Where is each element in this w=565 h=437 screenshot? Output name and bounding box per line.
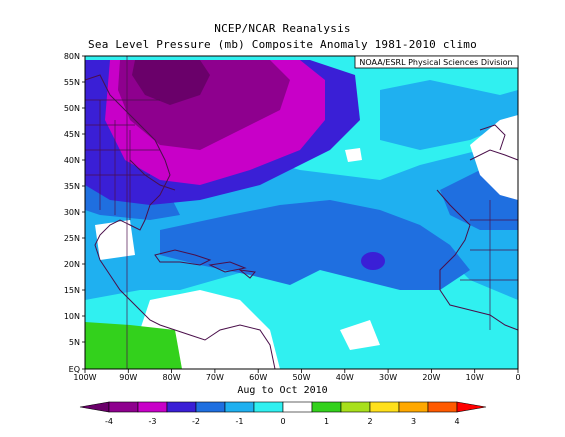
- colorbar-cell: [195, 401, 226, 413]
- colorbar-cell: [456, 401, 487, 413]
- lon-tick-label: 90W: [119, 373, 137, 382]
- lat-tick-label: 45N: [64, 130, 80, 139]
- anomaly-region: [132, 60, 210, 105]
- lon-tick-label: 20W: [422, 373, 440, 382]
- colorbar-cell: [282, 401, 313, 413]
- longitude-axis: 100W 90W 80W 70W 60W 50W 40W 30W 20W 10W 0: [73, 369, 521, 382]
- anomaly-region: [85, 322, 182, 369]
- anomaly-region: [361, 252, 385, 270]
- colorbar-tick-label: -4: [105, 417, 113, 426]
- lon-tick-label: 10W: [466, 373, 484, 382]
- colorbar-tick-label: 1: [324, 417, 329, 426]
- map-title: NCEP/NCAR Reanalysis: [214, 22, 351, 35]
- lat-tick-label: 10N: [64, 312, 80, 321]
- lat-tick-label: 40N: [64, 156, 80, 165]
- colorbar-cell: [108, 401, 139, 413]
- colorbar-tick-label: -3: [149, 417, 157, 426]
- colorbar-cell: [427, 401, 458, 413]
- lat-tick-label: EQ: [69, 365, 80, 374]
- colorbar-cell: [166, 401, 197, 413]
- political-borders: [85, 56, 518, 369]
- credit-label: NOAA/ESRL Physical Sciences Division: [359, 58, 512, 67]
- lat-tick-label: 55N: [64, 78, 80, 87]
- colorbar-cell: [224, 401, 255, 413]
- lon-tick-label: 100W: [73, 373, 96, 382]
- colorbar-cell: [253, 401, 284, 413]
- anomaly-region: [340, 320, 380, 350]
- lat-tick-label: 80N: [64, 52, 80, 61]
- lon-tick-label: 70W: [206, 373, 224, 382]
- lon-tick-label: 50W: [292, 373, 310, 382]
- lon-tick-label: 30W: [379, 373, 397, 382]
- anomaly-region: [380, 80, 518, 150]
- lat-tick-label: 20N: [64, 260, 80, 269]
- anomaly-region: [160, 200, 470, 290]
- colorbar-tick-label: -2: [192, 417, 200, 426]
- lat-tick-label: 35N: [64, 182, 80, 191]
- colorbar-cell: [340, 401, 371, 413]
- period-label: Aug to Oct 2010: [237, 385, 328, 396]
- colorbar-cell: [79, 401, 110, 413]
- anomaly-region: [470, 115, 518, 200]
- colorbar-cell: [137, 401, 168, 413]
- colorbar-tick-label: 0: [280, 417, 285, 426]
- credit-box: [354, 55, 519, 69]
- latitude-axis: 80N 55N 50N 45N 40N 35N 30N 25N 20N 15N 10N 5N EQ: [64, 52, 85, 374]
- colorbar-tick-label: 2: [367, 417, 372, 426]
- lon-tick-label: 60W: [249, 373, 267, 382]
- coastlines: [84, 74, 519, 370]
- lat-tick-label: 5N: [69, 338, 80, 347]
- colorbar-tick-label: 4: [454, 417, 459, 426]
- lat-tick-label: 25N: [64, 234, 80, 243]
- anomaly-region: [345, 148, 362, 162]
- lon-tick-label: 80W: [163, 373, 181, 382]
- lon-tick-label: 40W: [336, 373, 354, 382]
- map-subtitle: Sea Level Pressure (mb) Composite Anomal…: [88, 38, 477, 51]
- lat-tick-label: 50N: [64, 104, 80, 113]
- lat-tick-label: 30N: [64, 208, 80, 217]
- lon-tick-label: 0: [515, 373, 520, 382]
- colorbar-cell: [311, 401, 342, 413]
- colorbar-tick-label: -1: [236, 417, 244, 426]
- lat-tick-label: 15N: [64, 286, 80, 295]
- colorbar-tick-label: 3: [411, 417, 416, 426]
- colorbar-cell: [398, 401, 429, 413]
- colorbar-cell: [369, 401, 400, 413]
